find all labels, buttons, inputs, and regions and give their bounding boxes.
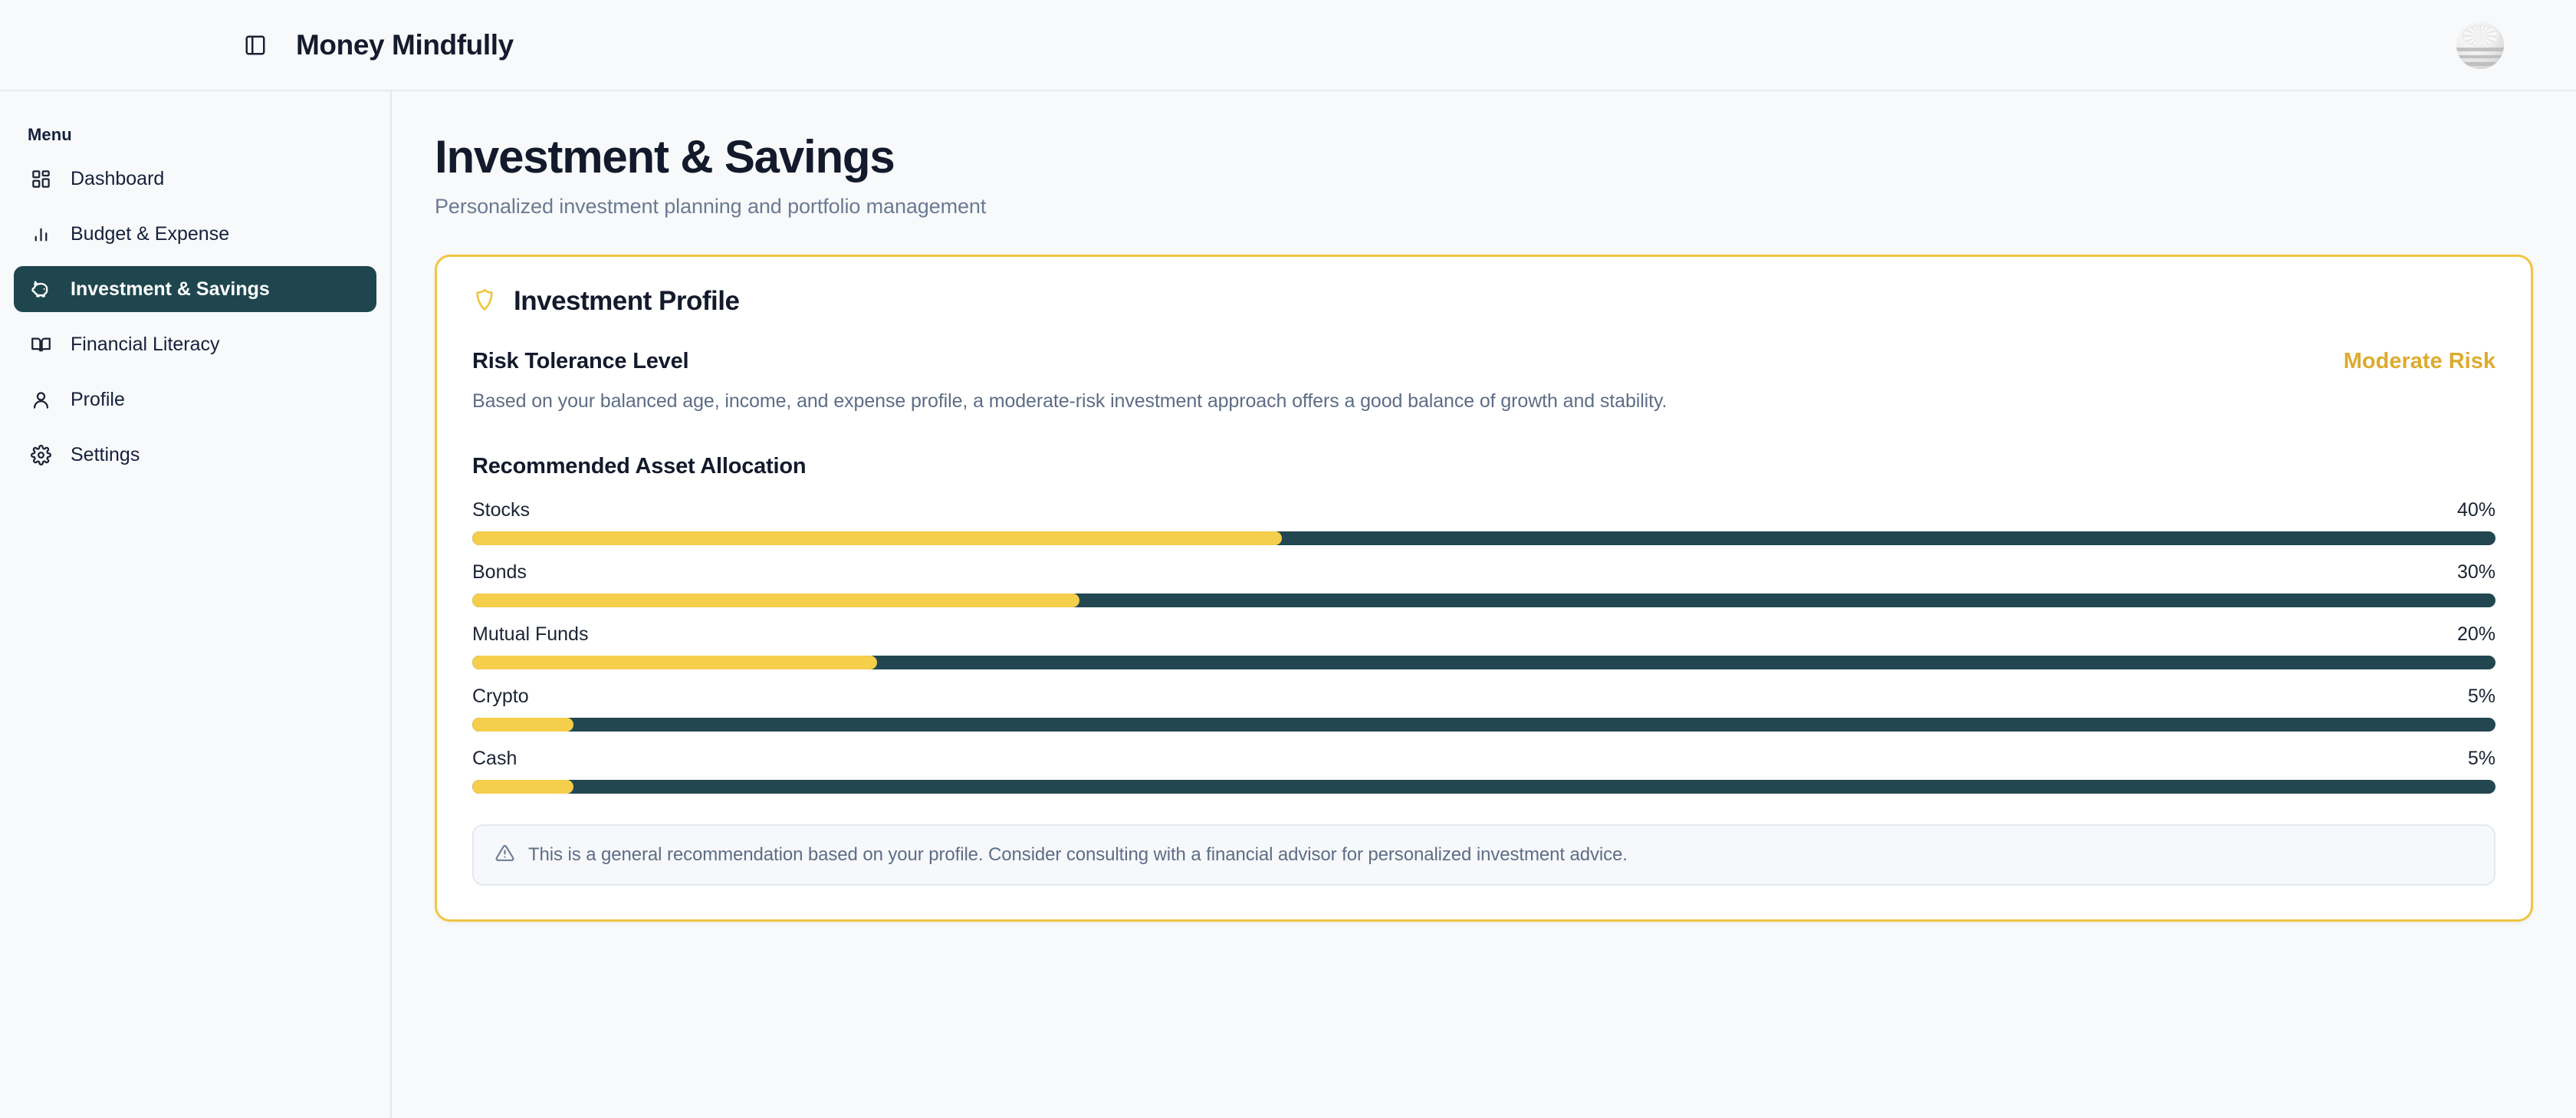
allocation-row: Bonds 30% — [472, 561, 2496, 608]
allocation-bar-fill — [472, 780, 573, 794]
allocation-name: Mutual Funds — [472, 623, 589, 646]
allocation-name: Stocks — [472, 499, 531, 521]
avatar[interactable] — [2456, 21, 2504, 69]
allocation-percent: 5% — [2467, 748, 2496, 770]
allocation-row: Stocks 40% — [472, 499, 2496, 546]
allocation-row: Mutual Funds 20% — [472, 623, 2496, 670]
header-right-group — [2456, 21, 2536, 69]
allocation-bar-track — [472, 594, 2496, 608]
allocation-name: Bonds — [472, 561, 527, 584]
page-subtitle: Personalized investment planning and por… — [435, 195, 987, 219]
sidebar-item-label: Investment & Savings — [71, 278, 270, 300]
risk-description: Based on your balanced age, income, and … — [472, 390, 1668, 413]
avatar-band — [2456, 54, 2504, 59]
allocation-bar-track — [472, 718, 2496, 732]
app-title: Money Mindfully — [296, 28, 514, 61]
allocation-name: Crypto — [472, 686, 529, 708]
sidebar-section-label: Menu — [28, 125, 72, 144]
avatar-dome — [2462, 25, 2499, 47]
allocation-percent: 40% — [2456, 499, 2496, 521]
shield-icon — [472, 288, 497, 316]
sidebar-item-label: Dashboard — [71, 167, 165, 189]
avatar-band — [2456, 62, 2504, 66]
allocation-row-header: Bonds 30% — [472, 561, 2496, 584]
avatar-band — [2456, 48, 2504, 51]
risk-tolerance-label: Risk Tolerance Level — [472, 349, 689, 374]
allocation-list: Stocks 40% Bonds 30% — [472, 499, 2496, 794]
allocation-bar-fill — [472, 594, 1079, 608]
allocation-bar-track — [472, 531, 2496, 546]
sidebar-item-settings[interactable]: Settings — [14, 432, 376, 478]
sidebar-item-investment-savings[interactable]: Investment & Savings — [14, 266, 376, 312]
allocation-bar-fill — [472, 531, 1282, 546]
status-badge: Moderate Risk — [2343, 349, 2496, 374]
allocation-title: Recommended Asset Allocation — [472, 454, 807, 479]
header-left-group: Money Mindfully — [0, 29, 514, 61]
sidebar-item-dashboard[interactable]: Dashboard — [14, 156, 376, 202]
page-title: Investment & Savings — [435, 131, 895, 182]
investment-profile-card: Investment Profile Risk Tolerance Level … — [435, 255, 2533, 922]
allocation-row-header: Stocks 40% — [472, 499, 2496, 521]
sidebar-item-label: Settings — [71, 443, 140, 465]
book-open-icon — [29, 333, 52, 356]
allocation-bar-track — [472, 780, 2496, 794]
allocation-row-header: Mutual Funds 20% — [472, 623, 2496, 646]
sidebar-item-label: Financial Literacy — [71, 333, 220, 355]
allocation-row-header: Crypto 5% — [472, 686, 2496, 708]
app-header: Money Mindfully — [0, 0, 2576, 91]
layout-grid-icon — [29, 167, 52, 190]
allocation-bar-fill — [472, 718, 573, 732]
bar-chart-icon — [29, 222, 52, 245]
sidebar-item-profile[interactable]: Profile — [14, 377, 376, 423]
allocation-name: Cash — [472, 748, 518, 770]
card-title: Investment Profile — [514, 286, 740, 317]
disclaimer-note: This is a general recommendation based o… — [472, 824, 2496, 886]
allocation-row: Cash 5% — [472, 748, 2496, 794]
allocation-percent: 30% — [2456, 561, 2496, 584]
sidebar: Menu Dashboard Budget & Expense — [0, 91, 392, 1118]
allocation-percent: 20% — [2456, 623, 2496, 646]
sidebar-item-financial-literacy[interactable]: Financial Literacy — [14, 321, 376, 367]
sidebar-item-label: Profile — [71, 388, 125, 410]
allocation-percent: 5% — [2467, 686, 2496, 708]
gear-icon — [29, 443, 52, 466]
main-content: Investment & Savings Personalized invest… — [392, 91, 2576, 1118]
app-body: Menu Dashboard Budget & Expense — [0, 91, 2576, 1118]
disclaimer-text: This is a general recommendation based o… — [528, 844, 1628, 866]
sidebar-item-label: Budget & Expense — [71, 222, 230, 245]
allocation-row-header: Cash 5% — [472, 748, 2496, 770]
allocation-row: Crypto 5% — [472, 686, 2496, 732]
allocation-bar-fill — [472, 656, 877, 670]
piggy-bank-icon — [29, 278, 52, 301]
user-icon — [29, 388, 52, 411]
card-header: Investment Profile — [472, 286, 2496, 317]
risk-tolerance-row: Risk Tolerance Level Moderate Risk — [472, 349, 2496, 374]
panel-left-icon[interactable] — [239, 29, 271, 61]
sidebar-item-budget-expense[interactable]: Budget & Expense — [14, 211, 376, 257]
allocation-bar-track — [472, 656, 2496, 670]
warning-triangle-icon — [495, 843, 514, 866]
